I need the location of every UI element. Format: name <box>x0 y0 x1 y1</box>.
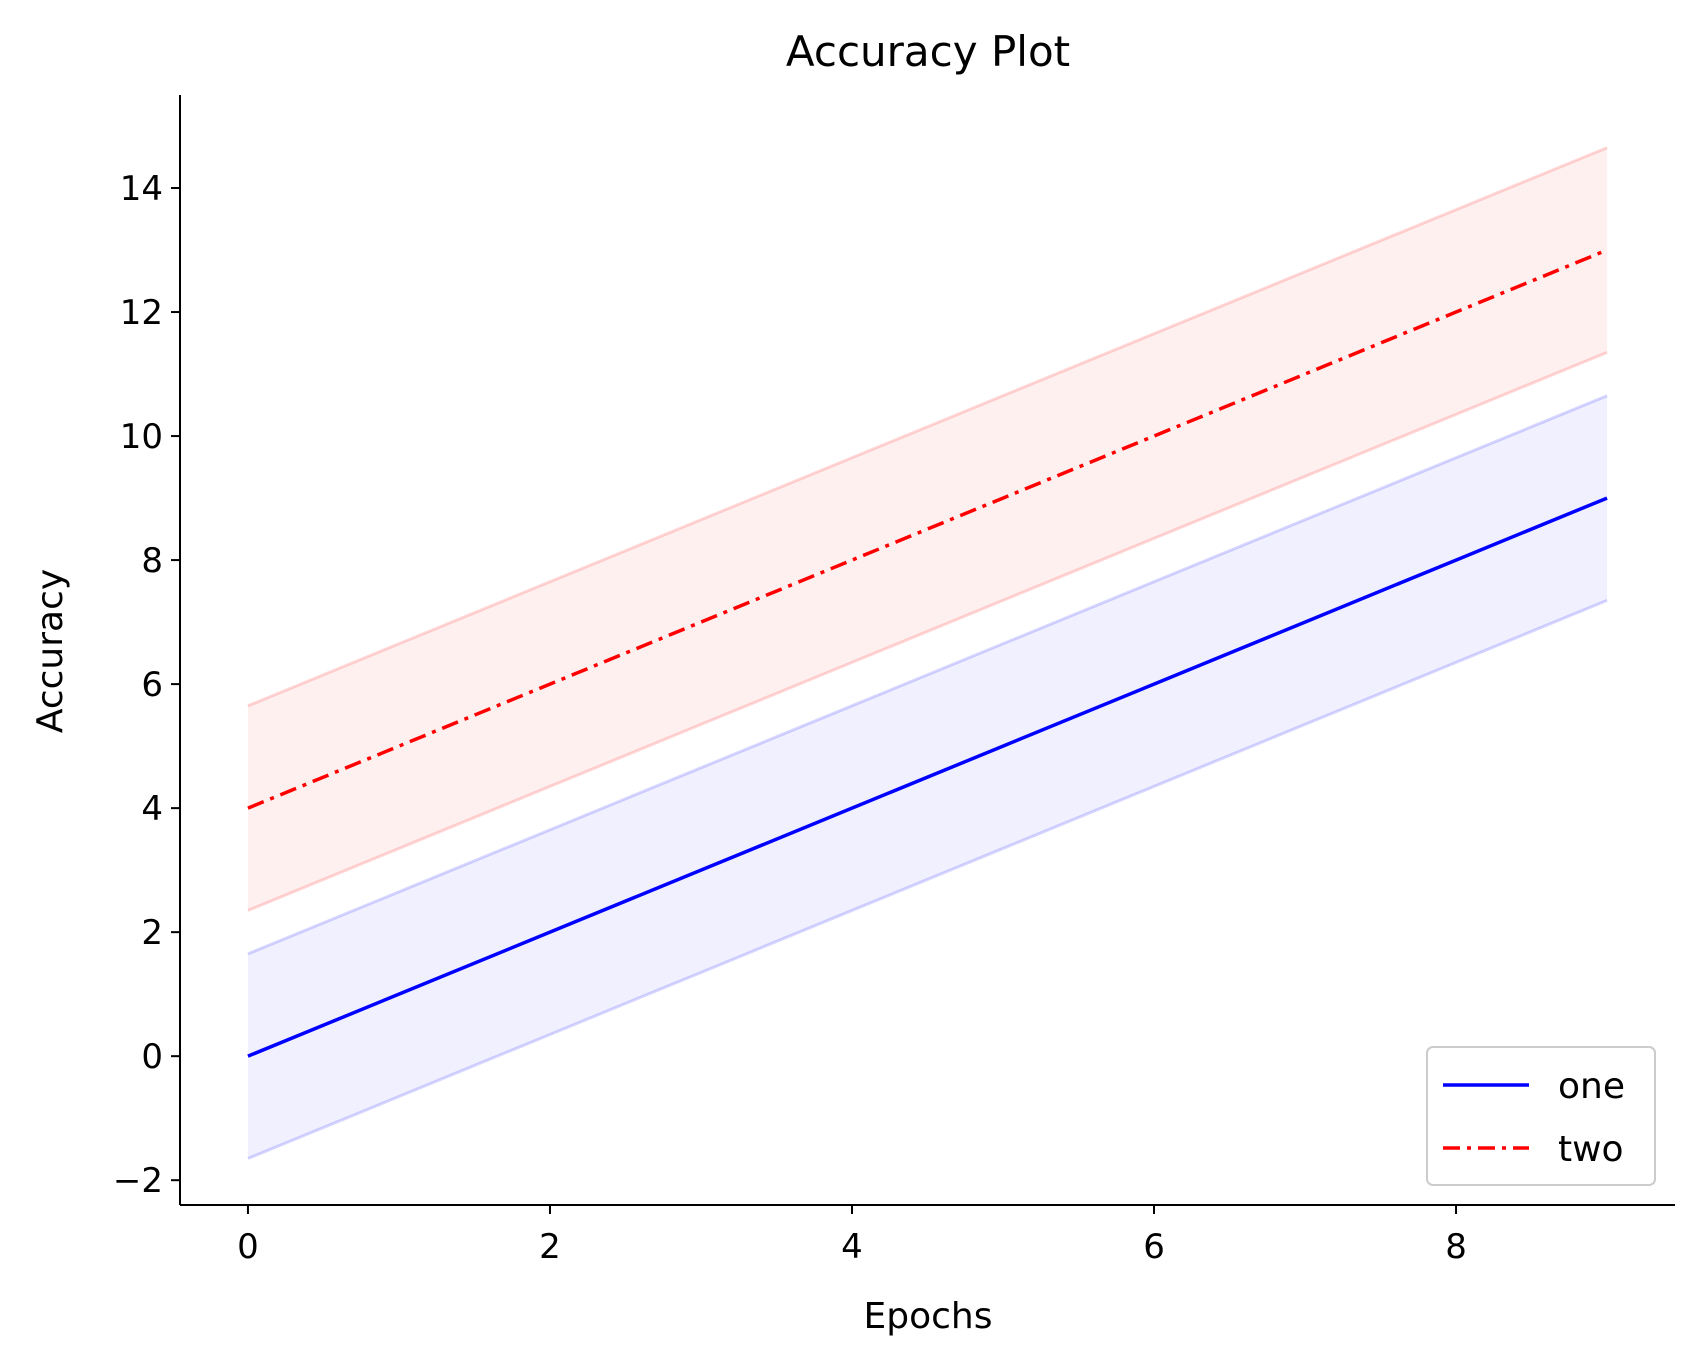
y-tick-label: 10 <box>120 417 163 457</box>
band-two <box>247 147 1608 911</box>
legend-box <box>1426 1046 1656 1186</box>
x-tick-label: 4 <box>841 1227 863 1267</box>
y-tick-label: −2 <box>113 1161 163 1201</box>
y-tick-label: 12 <box>120 293 163 333</box>
x-tick-label: 0 <box>237 1227 259 1267</box>
band-lower-one <box>247 599 1608 1160</box>
legend-label-two: two <box>1558 1129 1624 1170</box>
x-tick-label: 2 <box>539 1227 561 1267</box>
band-lower-two <box>247 350 1608 912</box>
y-tick-label: 0 <box>141 1037 163 1077</box>
band-upper-two <box>247 146 1608 708</box>
x-axis-label: Epochs <box>864 1296 993 1337</box>
legend-label-one: one <box>1558 1066 1625 1107</box>
confidence-bands <box>247 146 1608 1160</box>
chart-title: Accuracy Plot <box>786 27 1070 76</box>
y-tick-label: 14 <box>120 169 163 209</box>
series-line-one <box>247 496 1608 1058</box>
x-tick-label: 8 <box>1445 1227 1467 1267</box>
y-tick-label: 4 <box>141 789 163 829</box>
y-axis-label: Accuracy <box>30 569 71 733</box>
legend: one two <box>1426 1046 1656 1186</box>
axes <box>179 95 1675 1206</box>
y-tick-label: 2 <box>141 913 163 953</box>
y-tick-label: 6 <box>141 665 163 705</box>
band-upper-one <box>247 394 1608 956</box>
x-tick-label: 6 <box>1143 1227 1165 1267</box>
series-lines <box>247 248 1608 1058</box>
ticks: 0 2 4 6 8 −2 0 2 4 6 8 10 12 14 <box>113 169 1467 1267</box>
y-tick-label: 8 <box>141 541 163 581</box>
